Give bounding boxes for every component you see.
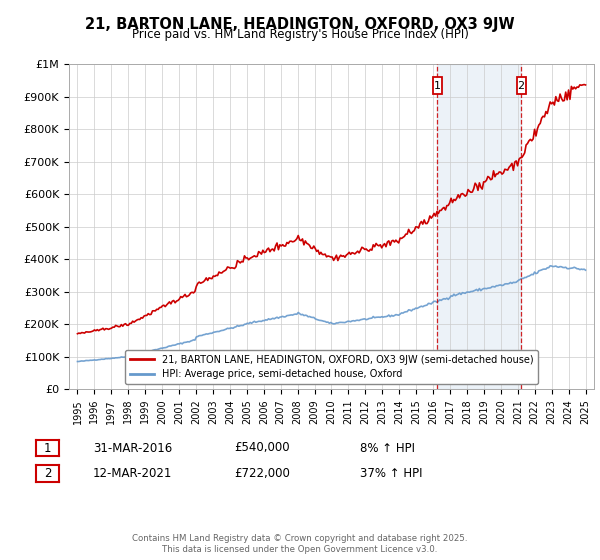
Text: 2: 2: [518, 81, 525, 91]
Text: Contains HM Land Registry data © Crown copyright and database right 2025.
This d: Contains HM Land Registry data © Crown c…: [132, 534, 468, 554]
Text: £540,000: £540,000: [234, 441, 290, 455]
Text: 1: 1: [434, 81, 441, 91]
Text: 21, BARTON LANE, HEADINGTON, OXFORD, OX3 9JW: 21, BARTON LANE, HEADINGTON, OXFORD, OX3…: [85, 17, 515, 32]
Text: 31-MAR-2016: 31-MAR-2016: [93, 441, 172, 455]
Text: 1: 1: [44, 441, 51, 455]
FancyBboxPatch shape: [517, 77, 526, 95]
FancyBboxPatch shape: [433, 77, 442, 95]
Text: £722,000: £722,000: [234, 466, 290, 480]
Text: 8% ↑ HPI: 8% ↑ HPI: [360, 441, 415, 455]
Text: 37% ↑ HPI: 37% ↑ HPI: [360, 466, 422, 480]
Legend: 21, BARTON LANE, HEADINGTON, OXFORD, OX3 9JW (semi-detached house), HPI: Average: 21, BARTON LANE, HEADINGTON, OXFORD, OX3…: [125, 350, 538, 384]
Bar: [437, 64, 521, 389]
Text: 12-MAR-2021: 12-MAR-2021: [93, 466, 172, 480]
Text: 2: 2: [44, 466, 51, 480]
Text: Price paid vs. HM Land Registry's House Price Index (HPI): Price paid vs. HM Land Registry's House …: [131, 28, 469, 41]
